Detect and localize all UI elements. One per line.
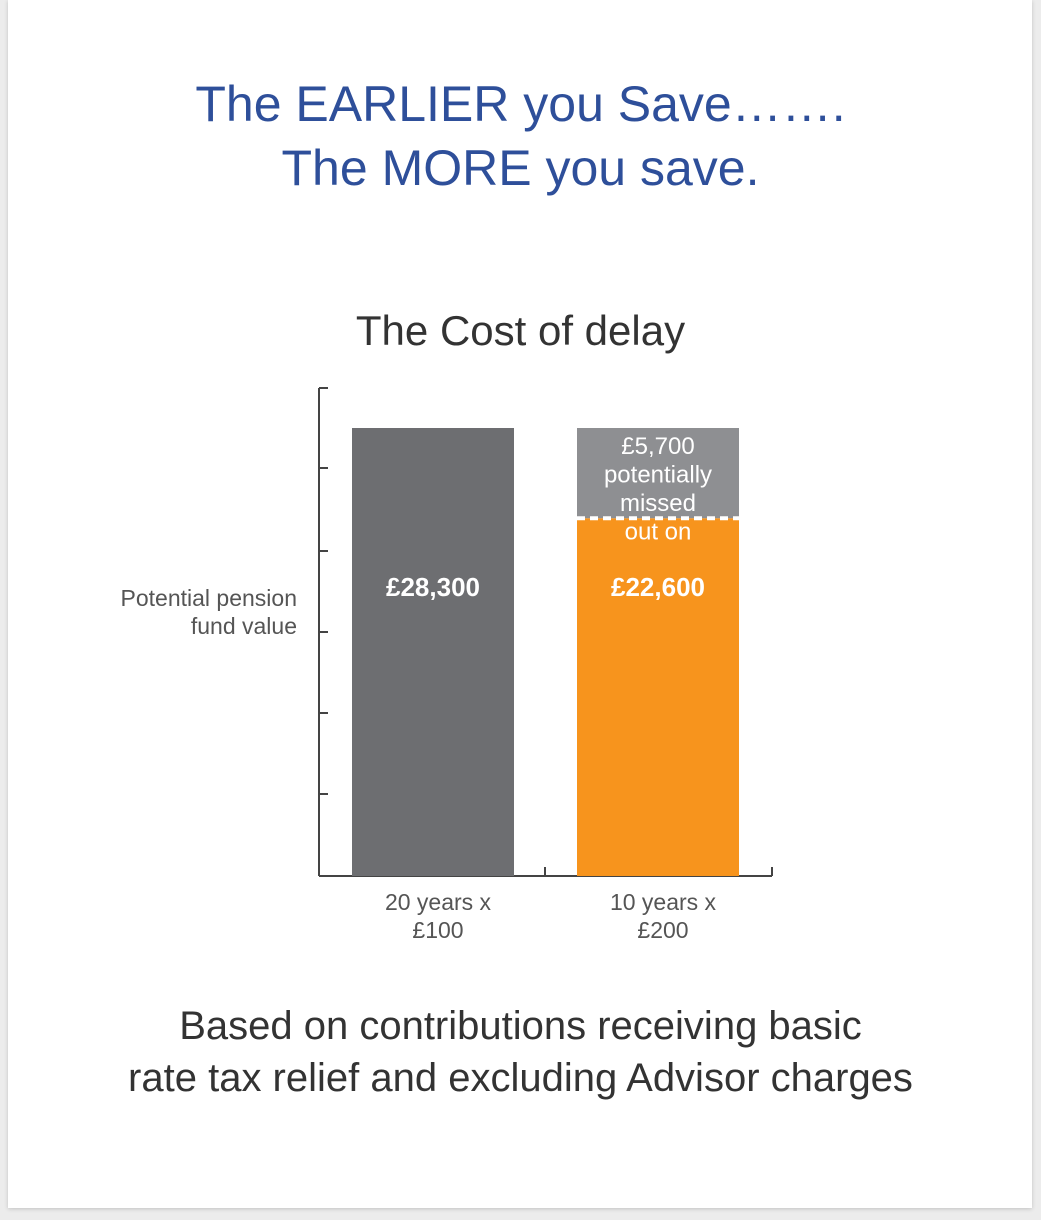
value-label-1: £28,300: [386, 572, 480, 602]
infographic-card: [8, 0, 1032, 1208]
footnote: Based on contributions receiving basic r…: [0, 1000, 1041, 1104]
missed-label-line-3: missed: [620, 490, 696, 517]
bar-1: [352, 428, 514, 876]
missed-label-line-2: potentially: [604, 462, 712, 489]
missed-label-line-4: out on: [625, 519, 692, 546]
footnote-line-1: Based on contributions receiving basic: [179, 1004, 862, 1048]
y-axis-label-line-2: fund value: [191, 613, 297, 639]
headline-line-2: The MORE you save.: [281, 140, 760, 196]
headline-line-1: The EARLIER you Save…….: [195, 76, 846, 132]
footnote-line-2: rate tax relief and excluding Advisor ch…: [128, 1056, 913, 1100]
bar-2-missed-segment: [577, 428, 739, 519]
missed-label-line-1: £5,700: [621, 433, 694, 460]
category-label-1-line-1: 20 years x: [385, 889, 492, 915]
y-axis-label-line-1: Potential pension: [121, 585, 297, 611]
bar-2: [577, 518, 739, 876]
category-label-2-line-1: 10 years x: [610, 889, 717, 915]
category-label-1-line-2: £100: [412, 917, 463, 943]
category-label-2-line-2: £200: [637, 917, 688, 943]
chart-title: The Cost of delay: [355, 307, 686, 354]
value-label-2: £22,600: [611, 572, 705, 602]
